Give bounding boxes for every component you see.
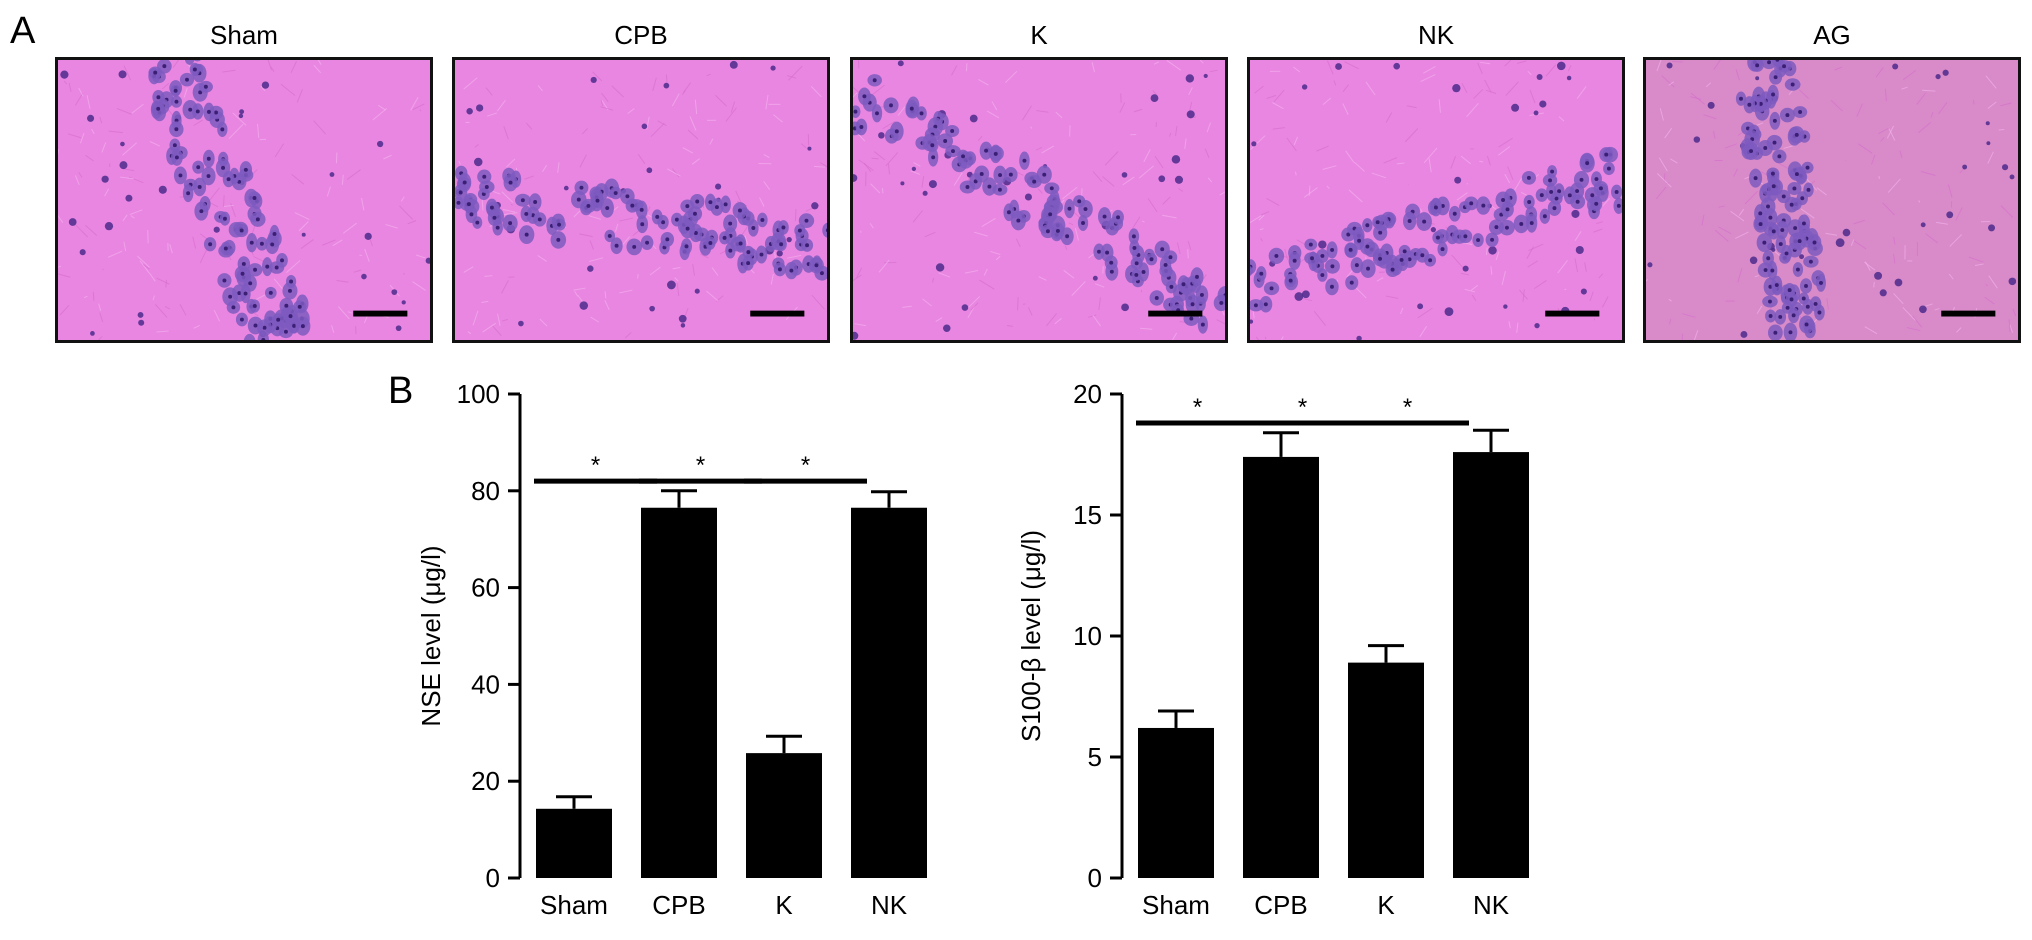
nse-x-tick-label: CPB xyxy=(652,890,705,920)
s100b-y-tick-label: 20 xyxy=(1073,380,1102,409)
s100b-x-tick-label: NK xyxy=(1473,890,1510,920)
micrograph-ag-image xyxy=(1646,60,2018,340)
panel-label-b: B xyxy=(388,370,414,412)
micrograph-sham-image xyxy=(58,60,430,340)
s100b-y-tick-label: 0 xyxy=(1088,863,1102,893)
nse-y-tick-label: 20 xyxy=(471,766,500,796)
micrograph-nk-image xyxy=(1250,60,1622,340)
nse-bar-k xyxy=(746,753,822,878)
micrograph-title-ag: AG xyxy=(1813,20,1851,50)
micrograph-nk xyxy=(1247,57,1625,343)
s100b-significance-marker: * xyxy=(1193,394,1202,421)
s100b-bar-cpb xyxy=(1243,456,1319,878)
s100b-x-tick-label: CPB xyxy=(1254,890,1307,920)
micrograph-title-sham: Sham xyxy=(210,20,278,50)
nse-bar-chart: 0 20 40 60 80 100 NSE level (μg/l) Sham CPB K NK * *… xyxy=(416,380,927,920)
s100b-y-tick-label: 15 xyxy=(1073,500,1102,530)
nse-x-tick-label: K xyxy=(775,890,793,920)
s100b-bar-sham xyxy=(1138,727,1214,878)
s100b-bar-k xyxy=(1348,662,1424,878)
s100b-significance-marker: * xyxy=(1403,394,1412,421)
nse-significance-marker: * xyxy=(696,452,705,479)
micrograph-title-k: K xyxy=(1030,20,1048,50)
micrograph-cpb-image xyxy=(455,60,827,340)
nse-y-tick-label: 100 xyxy=(457,380,500,409)
s100b-bar-nk xyxy=(1453,452,1529,878)
micrograph-k xyxy=(850,57,1228,343)
nse-y-tick-label: 80 xyxy=(471,476,500,506)
micrograph-sham xyxy=(55,57,433,343)
s100b-significance-marker: * xyxy=(1298,394,1307,421)
micrograph-title-cpb: CPB xyxy=(614,20,668,50)
s100b-y-tick-label: 5 xyxy=(1088,742,1102,772)
nse-y-axis-label: NSE level (μg/l) xyxy=(416,545,446,726)
s100b-y-axis-label: S100-β level (μg/l) xyxy=(1016,530,1046,742)
micrograph-k-image xyxy=(853,60,1225,340)
micrograph-ag xyxy=(1643,57,2021,343)
nse-y-tick-label: 60 xyxy=(471,573,500,603)
s100b-bar-chart: 0 5 10 15 20 S100-β level (μg/l) Sham CPB K NK * * * xyxy=(1016,380,1529,920)
s100b-x-tick-label: K xyxy=(1377,890,1395,920)
nse-significance-marker: * xyxy=(801,452,810,479)
nse-bar-nk xyxy=(851,507,927,878)
s100b-x-tick-label: Sham xyxy=(1142,890,1210,920)
micrograph-cpb xyxy=(452,57,830,343)
nse-x-tick-label: NK xyxy=(871,890,908,920)
nse-y-tick-label: 40 xyxy=(471,669,500,699)
nse-y-tick-label: 0 xyxy=(486,863,500,893)
s100b-y-tick-label: 10 xyxy=(1073,621,1102,651)
nse-bar-sham xyxy=(536,808,612,878)
nse-bar-cpb xyxy=(641,507,717,878)
panel-label-a: A xyxy=(10,10,36,52)
nse-x-tick-label: Sham xyxy=(540,890,608,920)
micrograph-title-nk: NK xyxy=(1417,20,1455,50)
nse-significance-marker: * xyxy=(591,452,600,479)
